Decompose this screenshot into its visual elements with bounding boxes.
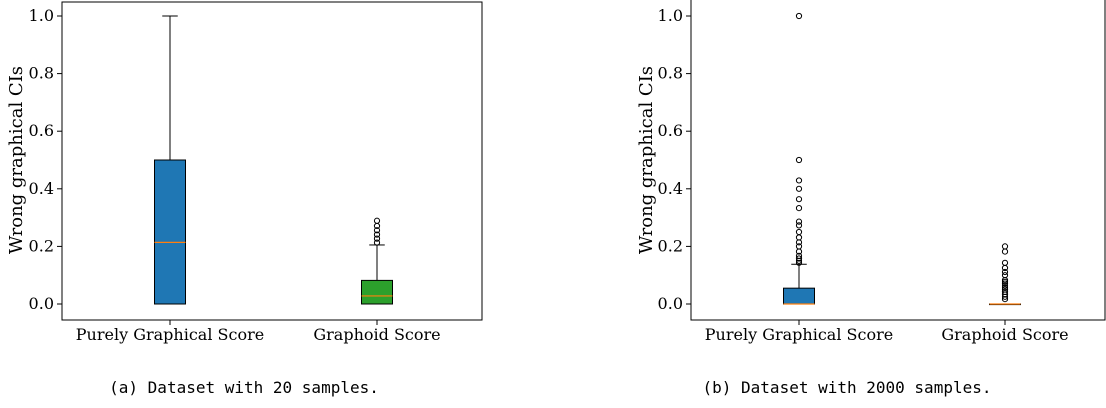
- y-tick-label-a-0: 0.0: [29, 294, 54, 313]
- box-a-1: [361, 279, 393, 305]
- y-tick-label-b-0: 0.0: [658, 294, 683, 313]
- outlier-b-1-15: [1001, 243, 1009, 250]
- y-tick-label-b-5: 1.0: [658, 6, 683, 25]
- caption-b: (b) Dataset with 2000 samples.: [703, 378, 992, 397]
- y-axis-label-a: Wrong graphical CIs: [6, 66, 27, 254]
- outlier-b-0-0: [795, 259, 803, 266]
- outlier-b-1-0: [1001, 296, 1009, 303]
- x-tick-label-b-0: Purely Graphical Score: [705, 325, 893, 344]
- y-tick-label-a-3: 0.6: [29, 121, 54, 140]
- y-tick-label-a-1: 0.2: [29, 236, 54, 255]
- boxes-a: [154, 15, 393, 325]
- outlier-b-0-16: [795, 12, 803, 20]
- outlier-b-0-11: [795, 204, 803, 212]
- outlier-b-0-9: [795, 222, 803, 229]
- outlier-b-0-3: [795, 252, 803, 260]
- plot-frame-b: [690, 0, 1106, 321]
- x-tick-label-b-1: Graphoid Score: [941, 325, 1068, 344]
- outlier-b-0-13: [795, 185, 803, 192]
- outlier-b-0-15: [795, 156, 803, 164]
- outlier-b-1-3: [1001, 288, 1009, 296]
- y-tick-label-b-3: 0.6: [658, 121, 683, 140]
- caption-a: (a) Dataset with 20 samples.: [109, 378, 379, 397]
- outlier-b-1-4: [1001, 286, 1009, 293]
- y-tick-label-a-2: 0.4: [29, 179, 54, 198]
- outlier-a-1-5: [373, 217, 381, 224]
- outlier-b-1-8: [1001, 278, 1009, 285]
- x-tick-label-a-0: Purely Graphical Score: [76, 325, 264, 344]
- y-tick-label-b-2: 0.4: [658, 179, 683, 198]
- outlier-b-0-14: [795, 177, 803, 184]
- y-tick-label-a-4: 0.8: [29, 64, 54, 83]
- outlier-b-0-10: [795, 218, 803, 225]
- outlier-b-0-12: [795, 196, 803, 203]
- outlier-b-1-7: [1001, 280, 1009, 287]
- outlier-b-1-11: [1001, 268, 1009, 276]
- outlier-a-1-3: [373, 227, 381, 234]
- y-ticks-b: 0.0 0.2 0.4 0.6 0.8 1.0: [658, 6, 691, 313]
- outlier-a-1-0: [373, 239, 381, 246]
- y-axis-label-b: Wrong graphical CIs: [636, 66, 657, 254]
- panel-b: 0.0 0.2 0.4 0.6 0.8 1.0 Wrong graphical CIs P…: [636, 0, 1106, 397]
- box-a-0: [154, 159, 186, 305]
- outlier-b-0-5: [795, 243, 803, 250]
- box-b-0: [783, 287, 815, 305]
- outlier-a-1-1: [373, 235, 381, 242]
- boxes-b: [783, 12, 1021, 325]
- panel-a: 0.0 0.2 0.4 0.6 0.8 1.0 Wrong graphical CIs P…: [6, 1, 483, 397]
- outlier-b-0-8: [795, 228, 803, 236]
- x-tick-label-a-1: Graphoid Score: [313, 325, 440, 344]
- outlier-b-1-13: [1001, 259, 1009, 266]
- plot-frame-a: [61, 1, 483, 321]
- y-tick-label-a-5: 1.0: [29, 6, 54, 25]
- outlier-b-1-14: [1001, 248, 1009, 255]
- outlier-a-1-2: [373, 231, 381, 238]
- outlier-b-1-5: [1001, 284, 1009, 291]
- y-tick-label-b-1: 0.2: [658, 236, 683, 255]
- outlier-b-0-2: [795, 255, 803, 262]
- outlier-b-1-6: [1001, 282, 1009, 289]
- y-tick-label-b-4: 0.8: [658, 64, 683, 83]
- outlier-b-1-10: [1001, 272, 1009, 279]
- y-ticks-a: 0.0 0.2 0.4 0.6 0.8 1.0: [29, 6, 62, 313]
